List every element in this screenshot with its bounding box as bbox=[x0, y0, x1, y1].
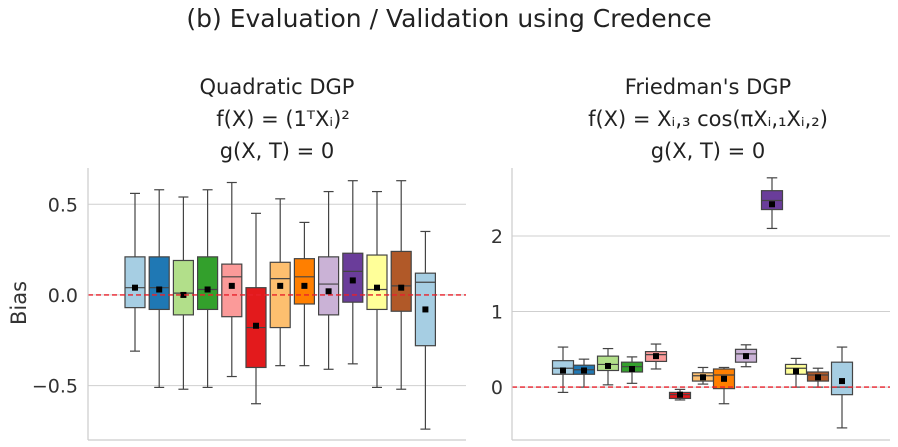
mean-marker bbox=[605, 362, 611, 369]
mean-marker bbox=[132, 284, 138, 291]
mean-marker bbox=[156, 286, 163, 293]
boxplot-12 bbox=[390, 180, 412, 390]
iqr-box bbox=[221, 263, 243, 318]
boxplot-10 bbox=[342, 180, 364, 365]
iqr-box bbox=[293, 258, 315, 305]
boxplot-12 bbox=[806, 367, 830, 388]
mean-marker bbox=[180, 291, 187, 298]
iqr-box bbox=[318, 256, 340, 316]
mean-marker bbox=[374, 284, 380, 291]
mean-marker bbox=[228, 282, 235, 289]
mean-marker bbox=[581, 367, 587, 374]
boxplot-4 bbox=[197, 189, 219, 389]
iqr-box bbox=[197, 256, 219, 311]
mean-marker bbox=[277, 282, 284, 289]
boxplot-5 bbox=[221, 181, 243, 378]
panel-title-line-2: f(X) = (1ᵀXᵢ)² bbox=[216, 107, 350, 131]
boxplot-9 bbox=[318, 190, 340, 370]
boxplot-2 bbox=[148, 189, 170, 389]
panel-title-line-3: g(X, T) = 0 bbox=[651, 139, 766, 163]
boxplot-6 bbox=[668, 388, 692, 401]
y-tick-label: −0.5 bbox=[32, 376, 78, 398]
boxplot-7 bbox=[691, 366, 715, 385]
boxplot-9 bbox=[734, 344, 758, 368]
iqr-box bbox=[390, 250, 412, 312]
mean-marker bbox=[560, 367, 566, 374]
mean-marker bbox=[839, 378, 845, 385]
mean-marker bbox=[301, 282, 308, 289]
boxplot-11 bbox=[366, 190, 388, 389]
iqr-box bbox=[366, 254, 388, 311]
boxplot-3 bbox=[172, 196, 194, 390]
panel-title-line-1: Friedman's DGP bbox=[625, 75, 791, 99]
panel-title-line-3: g(X, T) = 0 bbox=[220, 139, 335, 163]
panel-title-line-2: f(X) = Xᵢ,₃ cos(πXᵢ,₁Xᵢ,₂) bbox=[588, 107, 828, 131]
mean-marker bbox=[349, 277, 356, 284]
figure-suptitle: (b) Evaluation / Validation using Creden… bbox=[186, 4, 711, 33]
y-tick-labels: −0.5 0.0 0.5 bbox=[32, 194, 78, 397]
y-axis-label: Bias bbox=[7, 281, 31, 325]
panel-title: Quadratic DGP f(X) = (1ᵀXᵢ)² g(X, T) = 0 bbox=[200, 75, 355, 163]
iqr-box bbox=[172, 259, 194, 316]
y-tick-label: 0 bbox=[491, 377, 503, 399]
boxplot-11 bbox=[784, 357, 808, 388]
y-tick-label: 0.5 bbox=[48, 194, 78, 216]
iqr-box bbox=[124, 256, 146, 309]
boxplot-8 bbox=[712, 366, 736, 405]
boxplot-10 bbox=[760, 177, 784, 230]
mean-marker bbox=[204, 286, 211, 293]
mean-marker bbox=[629, 365, 635, 372]
y-tick-label: 1 bbox=[491, 302, 503, 324]
mean-marker bbox=[815, 374, 821, 381]
y-tick-labels: 0 1 2 bbox=[491, 226, 503, 399]
panel-title: Friedman's DGP f(X) = Xᵢ,₃ cos(πXᵢ,₁Xᵢ,₂… bbox=[588, 75, 828, 163]
boxplot-5 bbox=[644, 343, 668, 370]
boxplot-6 bbox=[245, 212, 267, 405]
boxplot-4 bbox=[620, 356, 644, 384]
boxplot-13 bbox=[414, 230, 436, 430]
boxplot-3 bbox=[596, 347, 620, 386]
mean-marker bbox=[700, 374, 706, 381]
boxplot-2 bbox=[572, 358, 596, 388]
y-tick-label: 2 bbox=[491, 226, 503, 248]
boxplot-7 bbox=[269, 198, 291, 367]
mean-marker bbox=[325, 288, 332, 295]
mean-marker bbox=[422, 306, 429, 313]
mean-marker bbox=[793, 368, 799, 375]
boxplots bbox=[124, 180, 436, 430]
mean-marker bbox=[721, 375, 727, 382]
panel-title-line-1: Quadratic DGP bbox=[200, 75, 355, 99]
boxplot-1 bbox=[551, 346, 575, 393]
mean-marker bbox=[677, 391, 683, 398]
mean-marker bbox=[769, 201, 775, 208]
y-tick-label: 0.0 bbox=[48, 285, 78, 307]
panel-friedman-dgp: Friedman's DGP f(X) = Xᵢ,₃ cos(πXᵢ,₁Xᵢ,₂… bbox=[491, 75, 890, 441]
mean-marker bbox=[253, 322, 259, 329]
mean-marker bbox=[653, 353, 659, 360]
iqr-box bbox=[148, 256, 170, 311]
boxplots bbox=[551, 177, 854, 429]
boxplot-1 bbox=[124, 192, 146, 352]
mean-marker bbox=[398, 284, 405, 291]
boxplot-8 bbox=[293, 221, 315, 367]
panel-quadratic-dgp: Quadratic DGP f(X) = (1ᵀXᵢ)² g(X, T) = 0… bbox=[7, 75, 466, 441]
mean-marker bbox=[743, 353, 749, 360]
